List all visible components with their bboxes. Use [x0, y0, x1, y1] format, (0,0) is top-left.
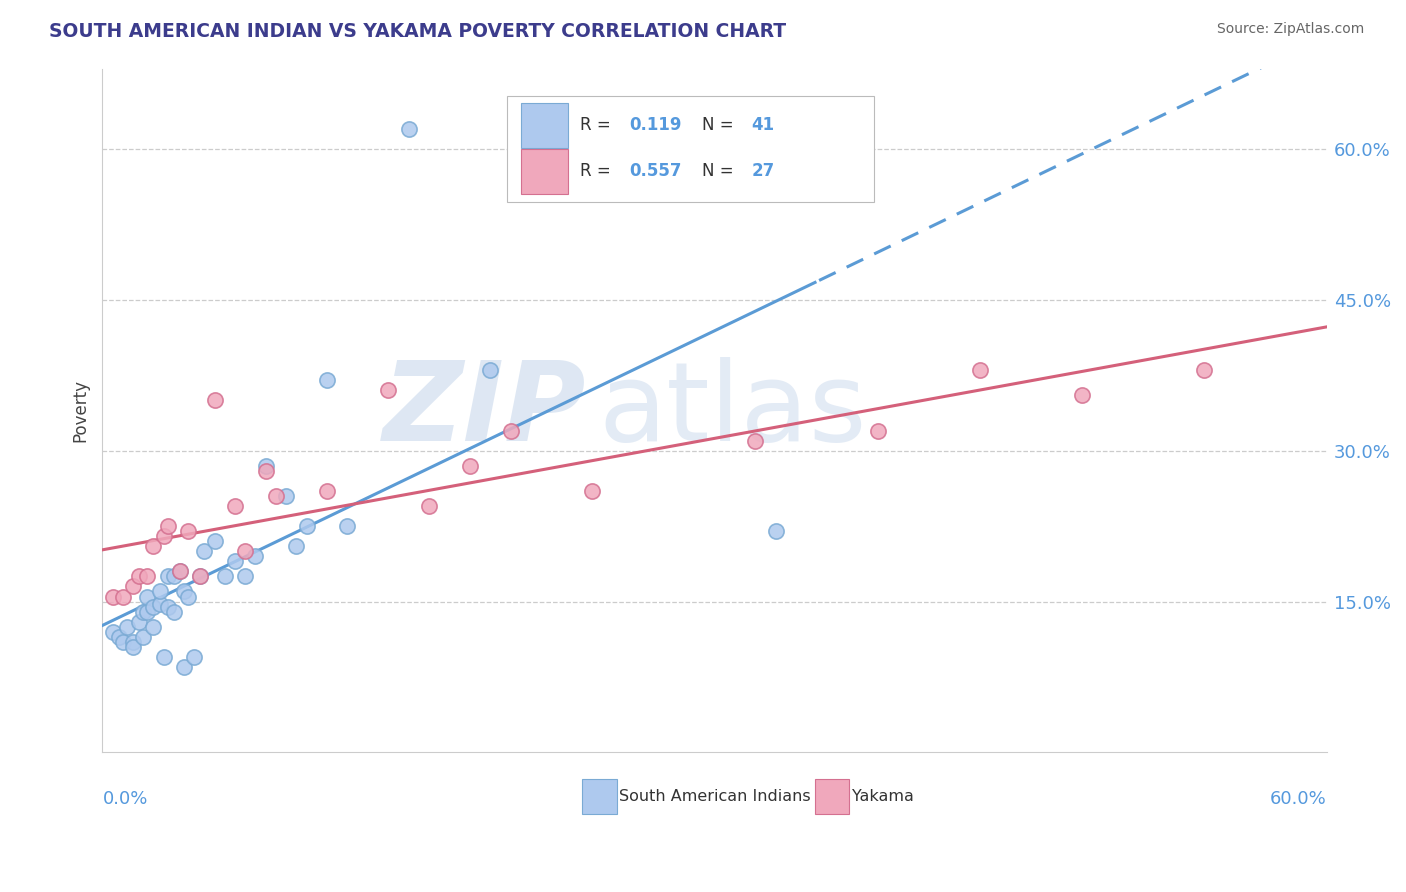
- Point: [128, 615, 150, 629]
- Point: [316, 483, 339, 498]
- Text: 60.0%: 60.0%: [1270, 790, 1327, 808]
- Point: [101, 590, 124, 604]
- Point: [336, 519, 359, 533]
- Text: Yakama: Yakama: [852, 789, 914, 805]
- Point: [156, 569, 179, 583]
- Point: [233, 569, 256, 583]
- Text: SOUTH AMERICAN INDIAN VS YAKAMA POVERTY CORRELATION CHART: SOUTH AMERICAN INDIAN VS YAKAMA POVERTY …: [49, 22, 786, 41]
- Point: [111, 634, 134, 648]
- Point: [122, 579, 145, 593]
- Point: [285, 539, 308, 553]
- Point: [245, 549, 267, 564]
- Point: [142, 599, 165, 614]
- Point: [101, 624, 124, 639]
- Point: [132, 630, 155, 644]
- Text: R =: R =: [581, 162, 610, 180]
- Point: [418, 499, 440, 513]
- Text: N =: N =: [703, 116, 734, 135]
- Text: 0.0%: 0.0%: [103, 790, 148, 808]
- Text: ZIP: ZIP: [382, 357, 586, 464]
- Point: [148, 597, 170, 611]
- Point: [169, 565, 191, 579]
- Point: [765, 524, 787, 538]
- Point: [152, 649, 174, 664]
- Text: N =: N =: [703, 162, 734, 180]
- Point: [479, 363, 502, 377]
- Point: [122, 634, 145, 648]
- Point: [1071, 388, 1094, 402]
- Point: [254, 464, 277, 478]
- Point: [969, 363, 991, 377]
- Text: South American Indians: South American Indians: [619, 789, 811, 805]
- Point: [136, 590, 159, 604]
- FancyBboxPatch shape: [506, 95, 875, 202]
- Point: [177, 524, 200, 538]
- Point: [377, 384, 399, 398]
- Point: [156, 519, 179, 533]
- Point: [744, 434, 766, 448]
- Point: [193, 544, 215, 558]
- FancyBboxPatch shape: [522, 149, 568, 194]
- Point: [398, 121, 420, 136]
- Point: [128, 569, 150, 583]
- Point: [173, 584, 195, 599]
- Point: [264, 489, 287, 503]
- Y-axis label: Poverty: Poverty: [72, 379, 89, 442]
- Text: 0.557: 0.557: [628, 162, 682, 180]
- Point: [1194, 363, 1216, 377]
- Point: [866, 424, 889, 438]
- Point: [254, 458, 277, 473]
- Text: R =: R =: [581, 116, 610, 135]
- Point: [224, 499, 246, 513]
- Text: Source: ZipAtlas.com: Source: ZipAtlas.com: [1216, 22, 1364, 37]
- Point: [458, 458, 481, 473]
- Point: [152, 529, 174, 543]
- Point: [136, 569, 159, 583]
- Point: [132, 605, 155, 619]
- FancyBboxPatch shape: [815, 780, 849, 814]
- Point: [136, 605, 159, 619]
- Point: [115, 620, 138, 634]
- Point: [148, 584, 170, 599]
- Point: [122, 640, 145, 654]
- Point: [233, 544, 256, 558]
- Point: [204, 534, 226, 549]
- Point: [190, 569, 212, 583]
- Text: 41: 41: [751, 116, 775, 135]
- Point: [169, 565, 191, 579]
- Point: [142, 620, 165, 634]
- Point: [274, 489, 297, 503]
- Point: [156, 599, 179, 614]
- Point: [107, 630, 129, 644]
- Point: [581, 483, 603, 498]
- FancyBboxPatch shape: [522, 103, 568, 148]
- Point: [295, 519, 318, 533]
- Text: 0.119: 0.119: [628, 116, 682, 135]
- Point: [142, 539, 165, 553]
- Point: [173, 660, 195, 674]
- Point: [214, 569, 236, 583]
- Point: [499, 424, 522, 438]
- Point: [316, 373, 339, 387]
- Point: [177, 590, 200, 604]
- Point: [204, 393, 226, 408]
- Point: [163, 569, 186, 583]
- Point: [183, 649, 205, 664]
- Point: [224, 554, 246, 568]
- Point: [163, 605, 186, 619]
- Point: [190, 569, 212, 583]
- Text: atlas: atlas: [599, 357, 868, 464]
- Text: 27: 27: [751, 162, 775, 180]
- FancyBboxPatch shape: [582, 780, 617, 814]
- Point: [111, 590, 134, 604]
